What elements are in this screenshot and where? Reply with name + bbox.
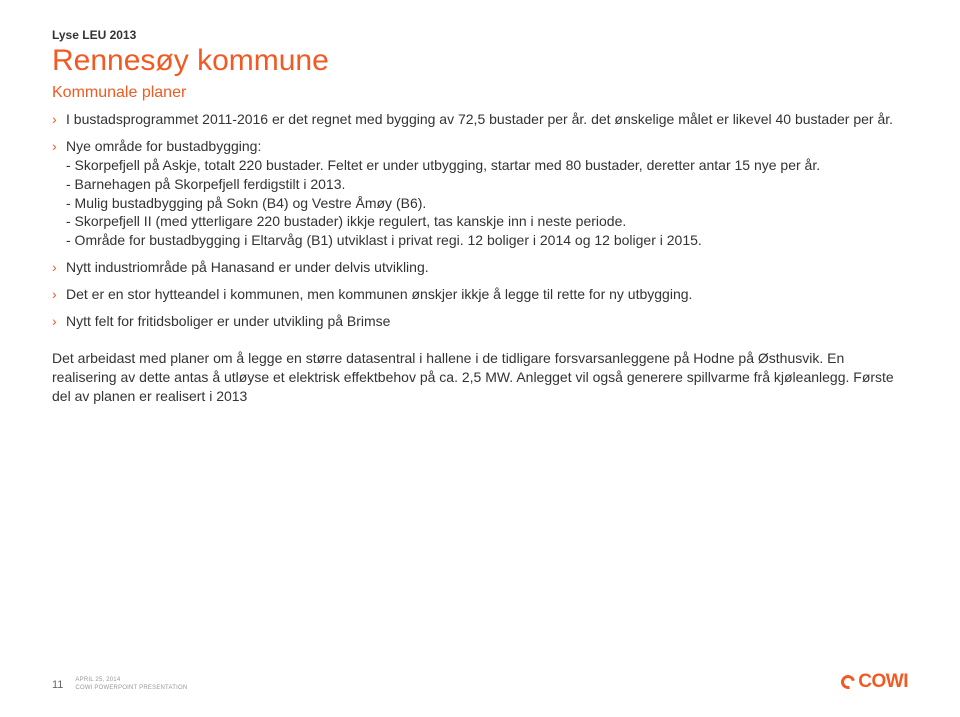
bullet-text: Nye område for bustadbygging: <box>66 138 261 154</box>
bullet-list: I bustadsprogrammet 2011-2016 er det reg… <box>52 110 908 331</box>
bullet-subline: - Område for bustadbygging i Eltarvåg (B… <box>66 231 908 250</box>
bullet-text: Nytt felt for fritidsboliger er under ut… <box>66 313 390 329</box>
bullet-subline: - Barnehagen på Skorpefjell ferdigstilt … <box>66 175 908 194</box>
logo-text: COWI <box>858 671 908 693</box>
bullet-item: Nytt industriområde på Hanasand er under… <box>52 258 908 277</box>
bullet-text: Nytt industriområde på Hanasand er under… <box>66 259 429 275</box>
bullet-subline: - Skorpefjell på Askje, totalt 220 busta… <box>66 156 908 175</box>
footer-date: APRIL 25, 2014 <box>75 677 187 685</box>
footer-meta: APRIL 25, 2014 COWI POWERPOINT PRESENTAT… <box>75 677 187 693</box>
bullet-item: Nye område for bustadbygging: - Skorpefje… <box>52 137 908 250</box>
footer-credit: COWI POWERPOINT PRESENTATION <box>75 685 187 693</box>
bullet-text: Det er en stor hytteandel i kommunen, me… <box>66 286 692 302</box>
bullet-item: Nytt felt for fritidsboliger er under ut… <box>52 312 908 331</box>
bullet-item: I bustadsprogrammet 2011-2016 er det reg… <box>52 110 908 129</box>
footer: 11 APRIL 25, 2014 COWI POWERPOINT PRESEN… <box>52 677 187 693</box>
page-title: Rennesøy kommune <box>52 44 908 78</box>
bullet-subline: - Skorpefjell II (med ytterligare 220 bu… <box>66 212 908 231</box>
logo-mark-icon <box>839 672 858 691</box>
subtitle: Kommunale planer <box>52 84 908 102</box>
bullet-item: Det er en stor hytteandel i kommunen, me… <box>52 285 908 304</box>
bullet-subline: - Mulig bustadbygging på Sokn (B4) og Ve… <box>66 194 908 213</box>
bullet-text: I bustadsprogrammet 2011-2016 er det reg… <box>66 111 893 127</box>
body-paragraph: Det arbeidast med planer om å legge en s… <box>52 349 908 406</box>
cowi-logo: COWI <box>841 671 908 693</box>
page-number: 11 <box>52 679 63 691</box>
supertitle: Lyse LEU 2013 <box>52 28 908 42</box>
